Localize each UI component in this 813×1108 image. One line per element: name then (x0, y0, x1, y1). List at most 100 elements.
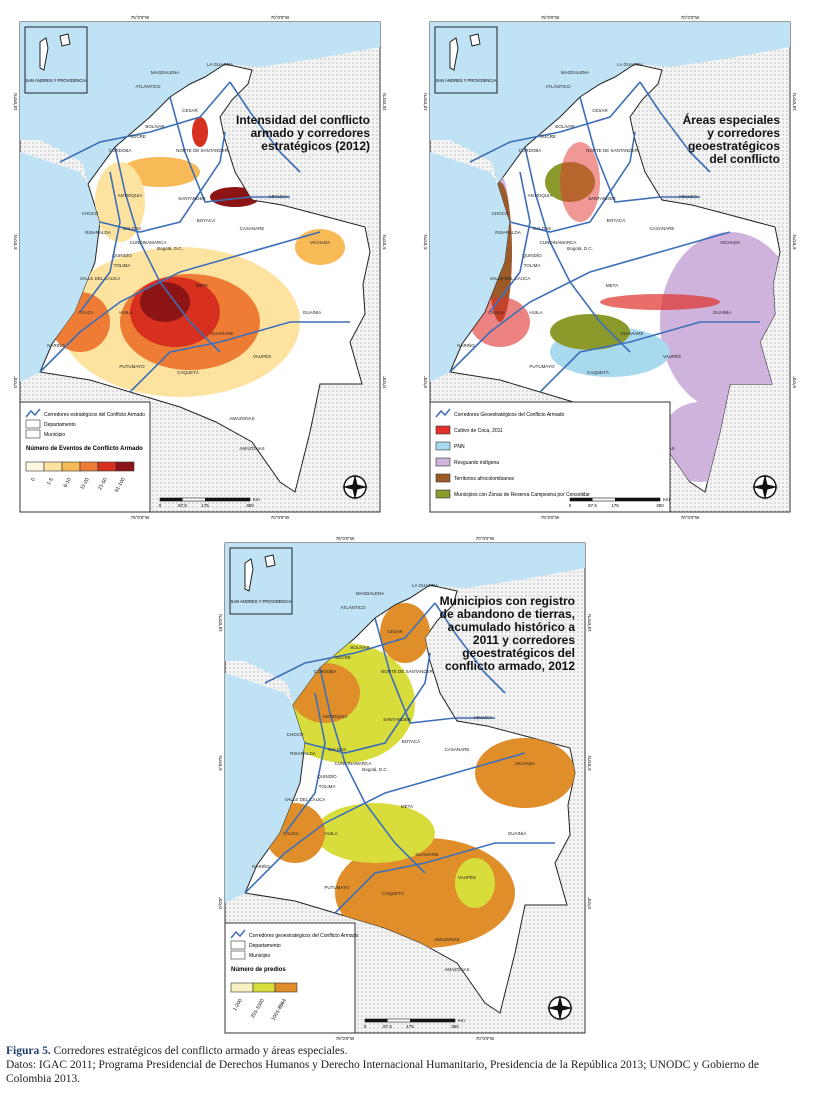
department-label: ANTIOQUIA (118, 193, 143, 198)
department-label: GUAINÍA (508, 830, 527, 836)
north-arrow-star (342, 474, 368, 500)
department-label: SUCRE (130, 134, 146, 139)
corridor (169, 96, 290, 203)
latitude-label: 5°0'0"N (218, 755, 223, 770)
scale-bar-fill (205, 498, 250, 501)
latitude-label: 10°0'0"N (218, 614, 223, 632)
department-label: ATLÁNTICO (136, 83, 161, 89)
legend-swatch (230, 940, 246, 950)
scale-label: 350 (246, 503, 254, 508)
thematic-area (550, 314, 630, 350)
caption: Figura 5. Corredores estratégicos del co… (6, 1044, 806, 1086)
department-label: QUINDÍO (522, 252, 542, 258)
map-title: acumulado histórico a (448, 620, 576, 634)
caption-label: Figura 5. (6, 1045, 51, 1057)
longitude-label: 70°0'0"W (271, 15, 290, 20)
scale-unit: Km (663, 497, 670, 502)
latitude-label: 0°0'0" (382, 376, 387, 388)
corridor (334, 842, 555, 914)
legend-class-swatch (115, 461, 135, 472)
legend-swatch (435, 425, 451, 435)
map-title: estratégicos (2012) (261, 139, 370, 153)
ocean (20, 22, 380, 382)
inset-frame (434, 26, 498, 94)
legend-class-label: 0 (30, 477, 37, 483)
corridor (489, 171, 531, 313)
inset-label: SAN ANDRES Y PROVIDENCIA (436, 78, 497, 83)
corridor (284, 692, 326, 834)
department-label: CAUCA (78, 310, 94, 315)
department-label: AMAZONAS (229, 416, 254, 421)
corridor (114, 146, 221, 353)
corridor (229, 81, 301, 173)
map: LA GUAJIRA MAGDALENA ATLÁNTICO CESAR BOLÍVAR… (423, 15, 797, 520)
department-label: TOLIMA (524, 263, 541, 268)
corridor (59, 81, 231, 163)
legend-corridor (230, 929, 246, 939)
department-label: QUINDÍO (112, 252, 132, 258)
corridor (99, 131, 226, 233)
thematic-layer (50, 117, 345, 397)
latitude-label: 0°0'0" (423, 376, 428, 388)
latitude-label: 10°0'0"N (587, 614, 592, 632)
legend-label: Territorios afrocolombianos (454, 476, 515, 482)
department-label: CAUCA (488, 310, 504, 315)
corridor (639, 81, 711, 173)
corridor (524, 146, 631, 353)
legend-class-swatch (230, 982, 254, 993)
legend-corridor (25, 408, 41, 418)
department-label: META (401, 804, 413, 809)
legend-label: PNN (454, 444, 465, 450)
longitude-label: 75°0'0"W (541, 515, 560, 520)
corridor (449, 231, 731, 373)
scale-bar-fill (410, 1019, 455, 1022)
department-label: META (196, 283, 208, 288)
department-label: BOYACÁ (197, 217, 215, 223)
map-title: Áreas especiales (683, 112, 781, 127)
department-label: CÓRDOBA (519, 147, 542, 153)
department-label: CAQUETÁ (382, 890, 404, 896)
department-label: Bogotá, D.C. (157, 246, 183, 251)
longitude-label: 75°0'0"W (131, 515, 150, 520)
scale-bar-fill (615, 498, 660, 501)
latitude-label: 5°0'0"N (382, 234, 387, 249)
scale-unit: Km (458, 1018, 465, 1023)
department-label: CHOCÓ (82, 210, 99, 216)
department-label: VICHADA (310, 240, 330, 245)
legend-swatch (435, 457, 451, 467)
department-label: VALLE DEL CAUCA (285, 797, 326, 802)
corridor (244, 752, 526, 894)
inset-label: SAN ANDRES Y PROVIDENCIA (26, 78, 87, 83)
legend-swatch (435, 441, 451, 451)
department-label: BOLÍVAR (145, 123, 165, 129)
department-label: GUAVIARE (211, 331, 234, 336)
legend-box (19, 401, 151, 513)
scale-label: 87,5 (383, 1024, 392, 1029)
corridor (39, 231, 321, 373)
legend-class-swatch (43, 461, 63, 472)
department-label: AMAZONAS (444, 967, 469, 972)
latitude-label: 5°0'0"N (587, 755, 592, 770)
latitude-label: 0°0'0" (792, 376, 797, 388)
scale-label: 0 (569, 503, 572, 508)
department-label: VALLE DEL CAUCA (80, 276, 121, 281)
thematic-area (315, 803, 435, 863)
latitude-label: 10°0'0"N (382, 93, 387, 111)
department-label: VAUPÉS (253, 353, 271, 359)
legend-class-swatch (25, 461, 45, 472)
legend-class-label: 21-50 (97, 477, 109, 491)
figure: LA GUAJIRA MAGDALENA ATLÁNTICO CESAR BOLÍVAR… (13, 15, 797, 1040)
department-label: CAQUETÁ (177, 369, 199, 375)
department-label: MAGDALENA (151, 70, 179, 75)
map: LA GUAJIRA MAGDALENA ATLÁNTICO CESAR BOLÍVAR… (13, 15, 387, 520)
scale-bar-fill (160, 498, 183, 501)
department-label: VICHADA (720, 240, 740, 245)
legend-class-label: 11-20 (79, 477, 91, 491)
thematic-area (380, 603, 430, 663)
corridor (434, 602, 506, 694)
department-label: NARIÑO (252, 863, 270, 869)
scale-label: 0 (159, 503, 162, 508)
department-label: NARIÑO (47, 342, 65, 348)
ocean (225, 543, 585, 903)
